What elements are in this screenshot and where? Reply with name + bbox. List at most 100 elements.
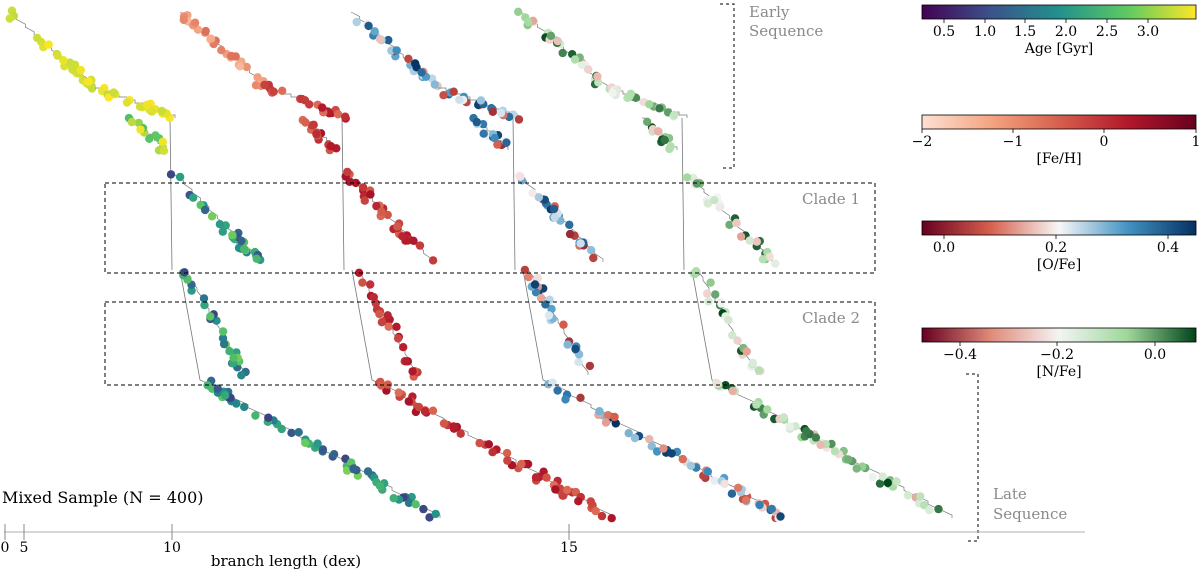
tree-leaf-point (151, 131, 160, 140)
tree-leaf-point (430, 80, 439, 89)
tree-leaf-point (514, 115, 524, 124)
tree-leaf-point (341, 112, 350, 121)
tree-leaf-point (218, 327, 228, 336)
tree-leaf-point (488, 448, 497, 457)
tree-leaf-point (779, 413, 788, 422)
tree-leaf-point (643, 117, 652, 127)
tree-leaf-point (157, 106, 166, 116)
tree-leaf-point (449, 422, 458, 431)
tree-leaf-point (44, 40, 53, 49)
tree-leaf-point (591, 506, 600, 516)
tree-leaf-point (352, 17, 361, 27)
tree-leaf-point (215, 220, 225, 229)
tree-leaf-point (725, 220, 734, 229)
tree-leaf-point (610, 412, 619, 422)
tree-leaf-point (383, 311, 392, 320)
tree-leaf-point (703, 467, 712, 476)
tree-leaf-point (333, 110, 343, 119)
tree-leaf-point (122, 98, 132, 107)
tree-leaf-point (207, 212, 217, 221)
colorbar-1-tick-label: 2.5 (1096, 24, 1118, 40)
tree-leaf-point (213, 384, 222, 393)
tree-leaf-point (393, 222, 402, 231)
tree-leaf-point (587, 246, 596, 255)
tree-leaf-point (548, 378, 557, 387)
tree-leaf-point (294, 428, 303, 437)
tree-leaf-point (601, 418, 611, 427)
tree-leaf-point (425, 513, 434, 522)
colorbar-1-tick-label: 0.5 (933, 24, 955, 40)
tree-leaf-point (307, 121, 317, 130)
tree-leaf-point (563, 340, 572, 349)
tree-panel-3 (350, 11, 785, 523)
early-sequence-label-line2: Sequence (749, 22, 823, 40)
tree-leaf-point (703, 199, 713, 208)
tree-leaf-point (553, 386, 562, 395)
tree-leaf-point (752, 400, 761, 409)
tree-leaf-point (326, 142, 336, 151)
tree-leaf-point (565, 229, 575, 239)
tree-leaf-point (206, 312, 215, 321)
tree-leaf-point (502, 448, 512, 458)
tree-leaf-point (145, 134, 154, 143)
tree-leaf-point (625, 92, 634, 101)
tree-leaf-point (399, 343, 408, 352)
tree-leaf-point (456, 429, 465, 438)
tree-leaf-point (287, 428, 296, 438)
tree-leaf-point (84, 77, 93, 86)
tree-leaf-point (490, 133, 499, 143)
tree-leaf-point (109, 88, 118, 97)
tree-leaf-point (242, 62, 251, 72)
tree-leaf-point (392, 46, 401, 55)
tree-leaf-point (883, 478, 892, 487)
tree-leaf-point (765, 252, 774, 262)
tree-leaf-point (713, 379, 722, 388)
tree-leaf-point (553, 37, 562, 46)
tree-leaf-point (372, 201, 381, 211)
tree-leaf-point (603, 411, 613, 420)
x-axis-label: branch length (dex) (211, 552, 361, 570)
tree-leaf-point (670, 110, 679, 120)
tree-leaf-point (269, 87, 278, 96)
tree-branch (7, 11, 96, 88)
tree-leaf-point (647, 442, 656, 451)
tree-leaf-point (404, 498, 414, 508)
tree-leaf-point (239, 245, 249, 254)
colorbar-3-tick-label: 0.2 (1045, 240, 1067, 256)
tree-leaf-point (660, 135, 669, 145)
tree-leaf-point (741, 496, 751, 505)
tree-leaf-point (565, 220, 574, 229)
tree-leaf-point (514, 7, 523, 16)
tree-leaf-point (383, 210, 392, 220)
tree-leaf-point (217, 46, 226, 55)
tree-leaf-point (318, 445, 328, 454)
tree-leaf-point (312, 129, 321, 139)
late-sequence-label-line2: Sequence (993, 505, 1067, 523)
tree-leaf-point (419, 504, 428, 514)
tree-leaf-point (305, 100, 314, 109)
tree-leaf-point (816, 440, 825, 450)
tree-leaf-point (68, 65, 77, 74)
tree-leaf-point (748, 358, 758, 367)
tree-branch (681, 117, 685, 271)
colorbar-3: 0.0 0.2 0.4 [O/Fe] (921, 220, 1197, 273)
tree-leaf-point (763, 405, 772, 414)
colorbar-1-tick-label: 1.0 (974, 24, 996, 40)
tree-leaf-point (517, 459, 526, 469)
colorbar-2-gradient (921, 114, 1197, 130)
colorbar-2-tick-label: 0 (1100, 134, 1109, 150)
tree-leaf-point (384, 322, 393, 331)
colorbar-1-tick-label: 3.0 (1137, 24, 1159, 40)
tree-leaf-point (607, 514, 616, 523)
sample-label: Mixed Sample (N = 400) (2, 488, 204, 507)
clade-2-label: Clade 2 (802, 309, 860, 327)
colorbar-1-label: Age [Gyr] (1024, 41, 1094, 57)
tree-leaf-point (584, 65, 593, 74)
tree-leaf-point (472, 117, 481, 127)
tree-leaf-point (237, 236, 246, 245)
tree-leaf-point (260, 80, 269, 90)
tree-leaf-point (678, 454, 687, 464)
tree-leaf-point (87, 84, 97, 93)
tree-leaf-point (235, 62, 245, 71)
